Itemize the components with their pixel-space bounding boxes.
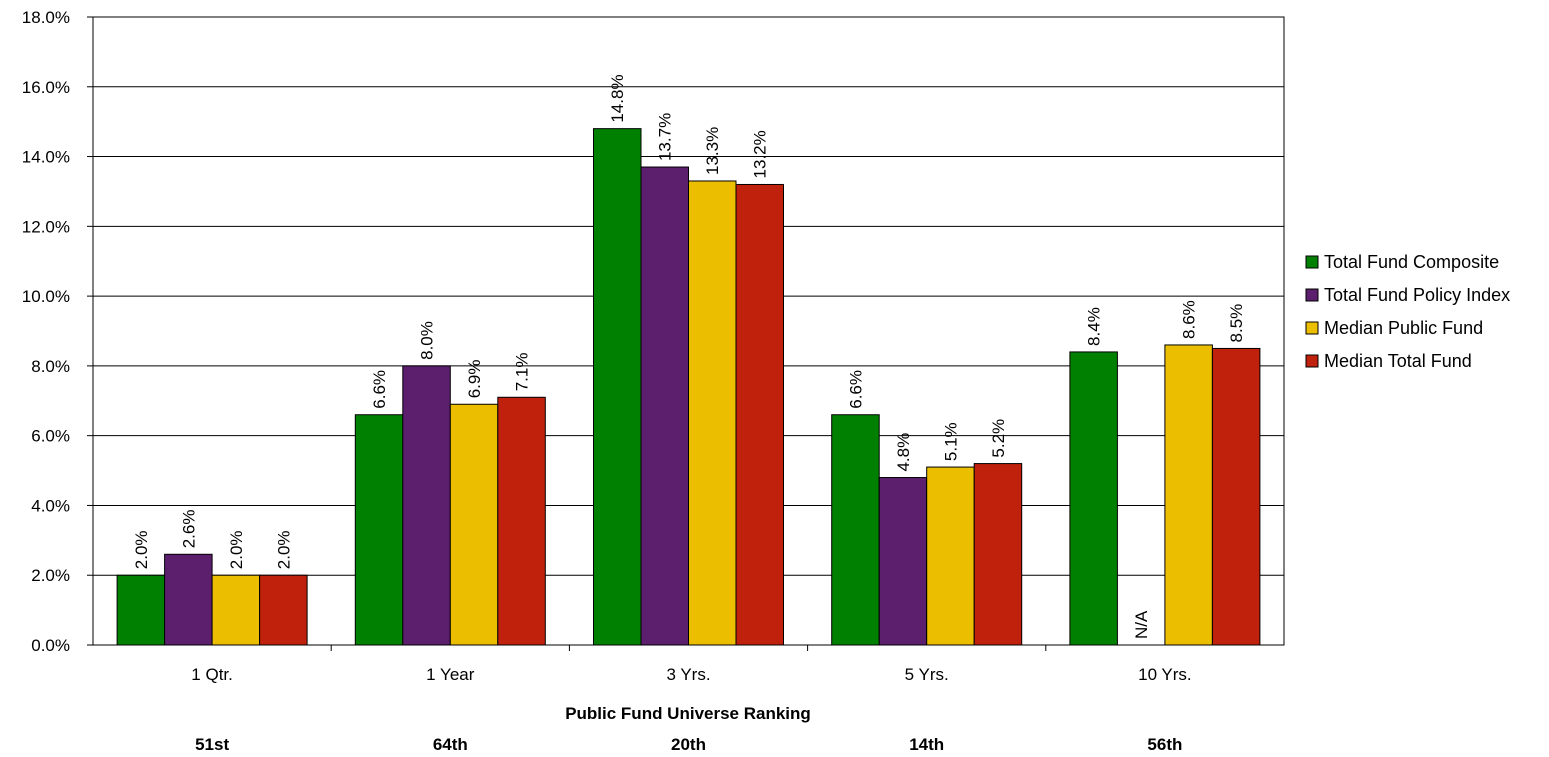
bar <box>1069 351 1118 646</box>
ranking-value: 14th <box>909 735 944 754</box>
bar <box>688 180 737 646</box>
data-label: 5.1% <box>941 422 960 461</box>
bar <box>164 553 213 646</box>
bar <box>402 365 451 646</box>
data-label: 13.7% <box>656 113 675 161</box>
data-label: 6.6% <box>846 370 865 409</box>
bar <box>1164 344 1213 646</box>
x-category-label: 3 Yrs. <box>666 665 710 684</box>
bar <box>259 574 308 646</box>
bar <box>116 574 166 646</box>
ranking-value: 64th <box>433 735 468 754</box>
data-label: 6.6% <box>370 370 389 409</box>
legend-label: Total Fund Composite <box>1324 252 1499 272</box>
legend-label: Total Fund Policy Index <box>1324 285 1510 305</box>
bar <box>735 183 784 646</box>
data-label: 6.9% <box>465 360 484 399</box>
plot-area-border <box>92 16 1285 646</box>
bars <box>116 128 1261 646</box>
bar <box>497 396 546 646</box>
legend-swatch <box>1305 288 1319 302</box>
rankings: 51st 64th 20th 14th 56th <box>195 735 1182 754</box>
x-category-label: 10 Yrs. <box>1138 665 1192 684</box>
data-label: 2.0% <box>132 530 151 569</box>
data-label: 14.8% <box>608 74 627 122</box>
data-label: 5.2% <box>989 419 1008 458</box>
y-tick-label: 4.0% <box>31 496 70 515</box>
x-axis: 1 Qtr. 1 Year 3 Yrs. 5 Yrs. 10 Yrs. <box>191 645 1192 684</box>
bar <box>926 466 975 646</box>
y-tick-label: 18.0% <box>22 8 70 27</box>
legend-label: Median Total Fund <box>1324 351 1472 371</box>
y-tick-label: 10.0% <box>22 287 70 306</box>
legend-swatch <box>1305 321 1319 335</box>
data-label: 2.6% <box>179 510 198 549</box>
y-tick-label: 16.0% <box>22 78 70 97</box>
bar <box>640 166 689 646</box>
data-label: 4.8% <box>894 433 913 472</box>
data-label: N/A <box>1132 610 1151 639</box>
legend: Total Fund Composite Total Fund Policy In… <box>1305 252 1510 371</box>
data-label: 7.1% <box>513 353 532 392</box>
bar <box>593 128 642 646</box>
legend-swatch <box>1305 255 1319 269</box>
data-label: 13.2% <box>751 130 770 178</box>
ranking-value: 56th <box>1147 735 1182 754</box>
ranking-value: 51st <box>195 735 229 754</box>
y-tick-label: 12.0% <box>22 217 70 236</box>
y-tick-label: 8.0% <box>31 357 70 376</box>
data-label: 8.4% <box>1085 307 1104 346</box>
bar <box>211 574 261 646</box>
bar <box>973 463 1023 646</box>
data-label: 2.0% <box>274 530 293 569</box>
y-tick-label: 2.0% <box>31 566 70 585</box>
ranking-title: Public Fund Universe Ranking <box>565 704 811 723</box>
bar <box>354 414 404 646</box>
data-label: 8.5% <box>1227 304 1246 343</box>
bar <box>1211 347 1261 646</box>
bar <box>831 414 880 646</box>
x-category-label: 1 Qtr. <box>191 665 233 684</box>
y-tick-label: 6.0% <box>31 427 70 446</box>
y-tick-label: 14.0% <box>22 148 70 167</box>
bar <box>878 477 928 646</box>
data-labels: 2.0% 2.6% 2.0% 2.0% 6.6% 8.0% 6.9% 7.1% 14.8% 13.… <box>132 74 1246 639</box>
y-axis: 0.0% 2.0% 4.0% 6.0% 8.0% 10.0% 12.0% 14.0% 16.0%… <box>22 8 93 655</box>
ranking-value: 20th <box>671 735 706 754</box>
data-label: 13.3% <box>703 127 722 175</box>
y-tick-label: 0.0% <box>31 636 70 655</box>
bar <box>449 403 499 646</box>
x-category-label: 5 Yrs. <box>905 665 949 684</box>
data-label: 8.6% <box>1180 300 1199 339</box>
x-category-label: 1 Year <box>426 665 475 684</box>
legend-label: Median Public Fund <box>1324 318 1483 338</box>
data-label: 2.0% <box>227 530 246 569</box>
legend-swatch <box>1305 354 1319 368</box>
data-label: 8.0% <box>418 321 437 360</box>
